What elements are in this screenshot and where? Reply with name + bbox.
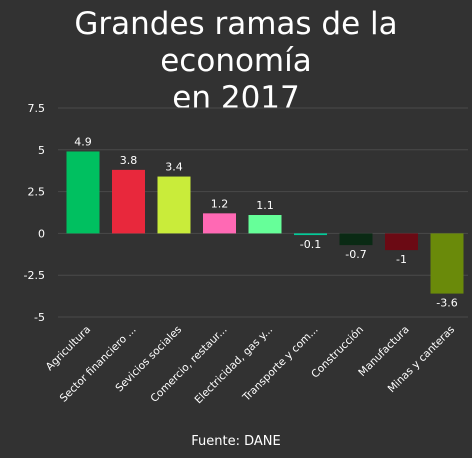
data-label: -0.1 <box>300 238 321 251</box>
y-tick-label: -2.5 <box>24 269 45 282</box>
data-label: -0.7 <box>345 248 366 261</box>
y-tick-label: -5 <box>34 311 45 324</box>
x-tick-label: Comercio, restaur... <box>148 324 229 405</box>
data-label: -1 <box>396 253 407 266</box>
bar <box>430 233 464 294</box>
bar <box>203 213 236 234</box>
data-label: 3.4 <box>165 161 183 174</box>
data-label: -3.6 <box>436 297 457 310</box>
bar <box>294 233 327 236</box>
source-note: Fuente: DANE <box>191 434 281 449</box>
y-tick-label: 7.5 <box>28 102 46 115</box>
chart-title: Grandes ramas de la economía en 2017 <box>0 6 472 117</box>
bar <box>248 215 282 234</box>
chart-title-line-2: en 2017 <box>172 80 300 116</box>
chart-title-line-1: Grandes ramas de la economía <box>74 6 398 79</box>
bar <box>385 233 418 251</box>
bar <box>157 176 191 234</box>
x-tick-label: Sector financiero ... <box>58 324 139 405</box>
y-axis-tick-labels: 7.5 5 2.5 0 -2.5 -5 <box>24 102 45 324</box>
bar <box>66 151 100 234</box>
y-tick-label: 5 <box>38 144 45 157</box>
bar <box>339 233 373 246</box>
x-tick-label: Electricidad, gas y... <box>192 324 275 407</box>
y-tick-label: 2.5 <box>28 186 46 199</box>
data-label: 3.8 <box>120 154 138 167</box>
y-tick-label: 0 <box>38 227 45 240</box>
data-label: 1.1 <box>256 199 274 212</box>
bar <box>112 169 145 234</box>
bars <box>66 151 464 294</box>
x-tick-label: Transporte y com... <box>240 324 321 405</box>
data-label: 1.2 <box>211 197 229 210</box>
data-labels: 4.9 3.8 3.4 1.2 1.1 -0.1 -0.7 -1 -3.6 <box>74 135 457 309</box>
x-tick-label: Agricultura <box>44 324 93 373</box>
data-label: 4.9 <box>74 135 92 148</box>
